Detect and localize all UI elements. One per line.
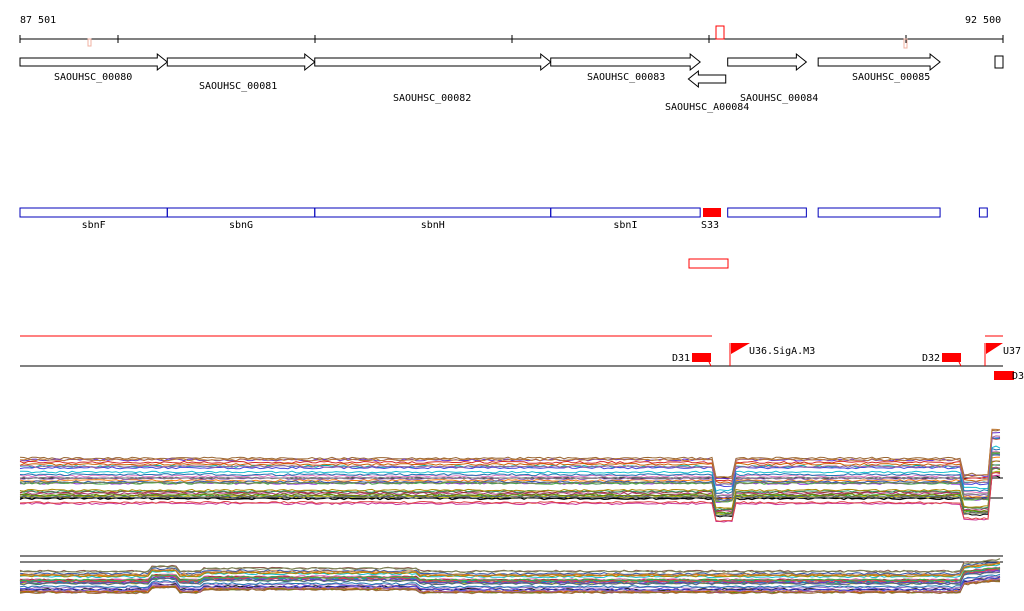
expression-series-line bbox=[19, 448, 1001, 494]
expression-series-line bbox=[19, 437, 1001, 488]
u37-flag[interactable] bbox=[986, 343, 1003, 354]
expression-series-line bbox=[19, 456, 1001, 500]
gene-arrow[interactable] bbox=[550, 52, 701, 72]
gene-arrow[interactable] bbox=[994, 55, 1004, 69]
gene-name-label: sbnG bbox=[229, 220, 253, 231]
gene-label: SAOUHSC_A00084 bbox=[665, 102, 749, 113]
gene-name-box[interactable] bbox=[978, 207, 988, 218]
gene-arrow[interactable] bbox=[687, 69, 727, 89]
expression-series-line bbox=[19, 437, 1001, 482]
gene-label: SAOUHSC_00082 bbox=[393, 93, 471, 104]
axis-end-label: 92 500 bbox=[965, 15, 1001, 26]
expression-series-line bbox=[19, 428, 1001, 480]
gene-arrow[interactable] bbox=[314, 52, 552, 72]
gene-label: SAOUHSC_00084 bbox=[740, 93, 818, 104]
gene-name-track: sbnF sbnG sbnH sbnI bbox=[19, 207, 988, 231]
expression-series-line bbox=[19, 571, 1001, 586]
promoter-label-d3: D3 bbox=[1012, 371, 1024, 382]
promoter-label-u37: U37 bbox=[1003, 346, 1021, 357]
expression-series-line bbox=[19, 578, 1001, 593]
expression-series-line bbox=[19, 445, 1001, 492]
expression-track-2 bbox=[19, 555, 1003, 595]
expression-series-line bbox=[19, 437, 1001, 484]
expression-series-line bbox=[19, 435, 1001, 486]
expression-series-line bbox=[19, 429, 1001, 478]
gene-name-box[interactable] bbox=[727, 207, 807, 218]
expression-series-line bbox=[19, 561, 1001, 577]
axis-marker bbox=[715, 25, 725, 40]
expression-series-line bbox=[19, 568, 1001, 583]
axis-marker bbox=[903, 38, 908, 49]
d31-stem bbox=[708, 361, 712, 367]
gene-name-label: sbnF bbox=[82, 220, 106, 231]
gene-name-box[interactable] bbox=[550, 207, 701, 218]
u36-flag[interactable] bbox=[731, 343, 750, 354]
promoter-label-d31: D31 bbox=[672, 353, 690, 364]
gene-name-box[interactable] bbox=[166, 207, 316, 218]
expression-series-line bbox=[19, 467, 1001, 515]
coordinate-axis: 87 501 92 500 bbox=[19, 15, 1004, 49]
expression-series-line bbox=[19, 580, 1001, 595]
feature-track: S33 bbox=[688, 208, 729, 269]
expression-series-line bbox=[19, 452, 1001, 497]
expression-series-line bbox=[19, 467, 1001, 517]
expression-series-line bbox=[19, 562, 1001, 576]
gene-label: SAOUHSC_00081 bbox=[199, 81, 277, 92]
expression-series-line bbox=[19, 451, 1001, 503]
s33-feature[interactable] bbox=[703, 208, 721, 217]
expression-series-line bbox=[19, 575, 1001, 590]
expression-series-line bbox=[19, 450, 1001, 496]
promoter-track: D31 U36.SigA.M3 D32 U37 D3 bbox=[20, 335, 1024, 382]
gene-name-box[interactable] bbox=[19, 207, 168, 218]
gene-track: SAOUHSC_00080 SAOUHSC_00081 SAOUHSC_00082 S… bbox=[19, 52, 1004, 113]
gene-arrow[interactable] bbox=[19, 52, 169, 72]
gene-arrow[interactable] bbox=[166, 52, 316, 72]
expression-series-line bbox=[19, 460, 1001, 509]
gene-name-box[interactable] bbox=[817, 207, 941, 218]
promoter-label-d32: D32 bbox=[922, 353, 940, 364]
gene-arrow[interactable] bbox=[817, 52, 941, 72]
d3-marker[interactable] bbox=[994, 371, 1014, 380]
expression-track-1 bbox=[19, 428, 1003, 523]
expression-series-line bbox=[19, 567, 1001, 582]
gene-label: SAOUHSC_00085 bbox=[852, 72, 930, 83]
d32-stem bbox=[958, 361, 962, 367]
gene-name-label: sbnI bbox=[613, 220, 637, 231]
gene-arrow[interactable] bbox=[727, 52, 808, 72]
gene-name-box[interactable] bbox=[314, 207, 552, 218]
d31-marker[interactable] bbox=[692, 353, 711, 362]
expression-series-line bbox=[19, 475, 1001, 518]
ncrna-box[interactable] bbox=[688, 258, 729, 269]
s33-label: S33 bbox=[701, 220, 719, 231]
gene-name-label: sbnH bbox=[421, 220, 445, 231]
promoter-label-u36: U36.SigA.M3 bbox=[749, 346, 815, 357]
axis-marker bbox=[87, 38, 92, 47]
gene-label: SAOUHSC_00083 bbox=[587, 72, 665, 83]
expression-series-line bbox=[19, 558, 1001, 574]
expression-series-line bbox=[19, 472, 1001, 522]
d32-marker[interactable] bbox=[942, 353, 961, 362]
gene-label: SAOUHSC_00080 bbox=[54, 72, 132, 83]
axis-start-label: 87 501 bbox=[20, 15, 56, 26]
expression-series-line bbox=[19, 562, 1001, 578]
expression-series-line bbox=[19, 573, 1001, 589]
